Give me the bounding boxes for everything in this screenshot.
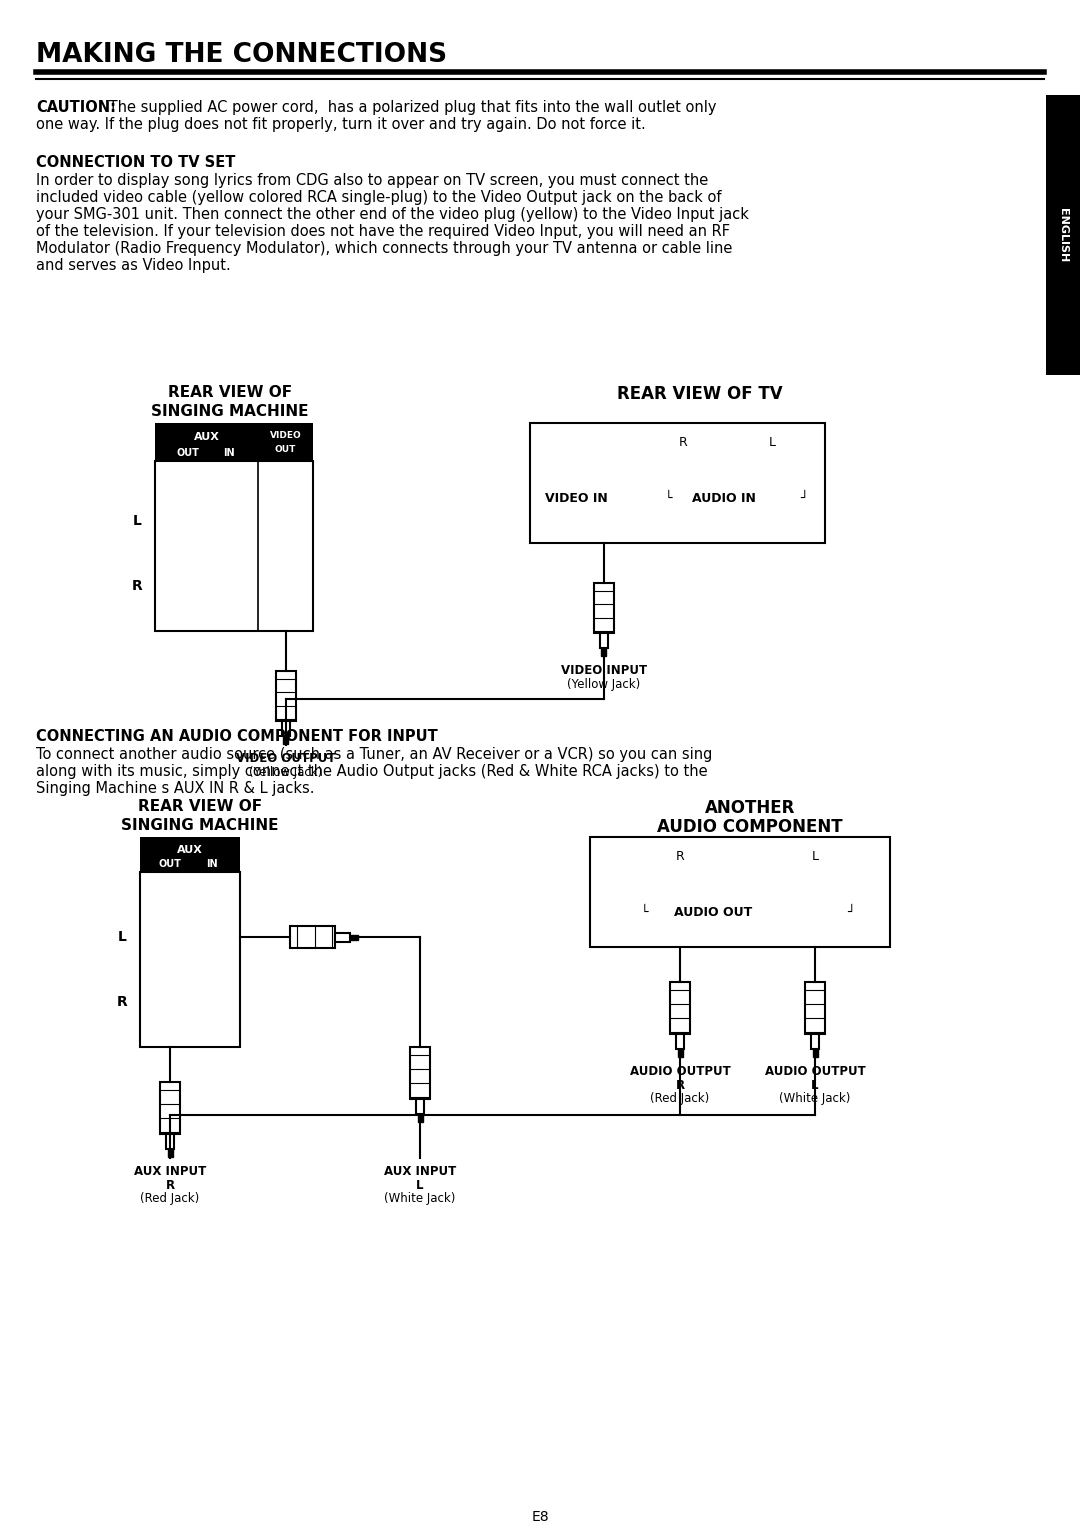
Bar [811,1034,819,1049]
Text: MAKING THE CONNECTIONS: MAKING THE CONNECTIONS [36,41,447,67]
Text: R: R [117,994,127,1010]
Bar [602,648,606,656]
Text: Modulator (Radio Frequency Modulator), which connects through your TV antenna or: Modulator (Radio Frequency Modulator), w… [36,241,732,256]
Text: E8: E8 [531,1511,549,1524]
Bar [594,584,613,633]
Text: R: R [679,437,688,449]
Text: AUDIO OUTPUT: AUDIO OUTPUT [765,1065,865,1079]
Bar [291,925,335,948]
Text: CONNECTION TO TV SET: CONNECTION TO TV SET [36,155,235,170]
Text: IN: IN [224,447,235,458]
Bar [812,1049,818,1057]
Bar [258,423,313,461]
Bar [283,735,288,745]
Text: OUT: OUT [274,446,296,455]
Text: VIDEO: VIDEO [270,432,301,441]
Text: L: L [118,930,126,944]
Bar [1047,95,1080,375]
Text: SINGING MACHINE: SINGING MACHINE [151,404,309,418]
Text: AUX: AUX [193,432,219,443]
Bar [805,982,825,1034]
Text: L: L [416,1180,423,1192]
Text: ANOTHER: ANOTHER [705,800,795,817]
Text: of the television. If your television does not have the required Video Input, yo: of the television. If your television do… [36,224,730,239]
Bar [416,1098,424,1114]
Text: Singing Machine s AUX IN R & L jacks.: Singing Machine s AUX IN R & L jacks. [36,781,314,797]
Text: ENGLISH: ENGLISH [1058,208,1068,262]
Bar [140,872,240,1046]
Text: ┘: ┘ [800,492,808,504]
Text: IN: IN [206,859,218,869]
Text: (Red Jack): (Red Jack) [650,1092,710,1105]
Bar [676,1034,684,1049]
Text: R: R [132,579,143,593]
Bar [670,982,690,1034]
Text: your SMG-301 unit. Then connect the other end of the video plug (yellow) to the : your SMG-301 unit. Then connect the othe… [36,207,748,222]
Text: AUDIO OUTPUT: AUDIO OUTPUT [630,1065,730,1079]
Text: └: └ [665,492,673,504]
Text: AUDIO IN: AUDIO IN [692,492,756,504]
Text: AUX INPUT: AUX INPUT [383,1164,456,1178]
Text: CAUTION:: CAUTION: [36,100,116,115]
Text: L: L [811,1079,819,1092]
Text: L: L [811,850,819,864]
Bar [156,423,258,461]
Bar [530,423,825,542]
Text: The supplied AC power cord,  has a polarized plug that fits into the wall outlet: The supplied AC power cord, has a polari… [104,100,716,115]
Text: R: R [165,1180,175,1192]
Text: (White Jack): (White Jack) [384,1192,456,1206]
Text: REAR VIEW OF: REAR VIEW OF [138,800,262,813]
Text: SINGING MACHINE: SINGING MACHINE [121,818,279,833]
Text: To connect another audio source (such as a Tuner, an AV Receiver or a VCR) so yo: To connect another audio source (such as… [36,748,713,761]
Bar [282,722,289,735]
Bar [677,1049,683,1057]
Text: R: R [676,850,685,864]
Bar [275,671,296,722]
Bar [599,633,608,648]
Text: L: L [768,437,775,449]
Text: (White Jack): (White Jack) [780,1092,851,1105]
Text: AUDIO COMPONENT: AUDIO COMPONENT [658,818,842,836]
Text: VIDEO IN: VIDEO IN [545,492,608,504]
Text: REAR VIEW OF TV: REAR VIEW OF TV [617,385,783,403]
Text: VIDEO INPUT: VIDEO INPUT [561,663,647,677]
Text: AUX INPUT: AUX INPUT [134,1164,206,1178]
Text: L: L [133,515,141,529]
Bar [410,1046,430,1098]
Bar [350,935,357,939]
Bar [335,933,350,942]
Text: CONNECTING AN AUDIO COMPONENT FOR INPUT: CONNECTING AN AUDIO COMPONENT FOR INPUT [36,729,437,745]
Text: OUT: OUT [176,447,200,458]
Bar [166,1134,174,1149]
Text: (Yellow Jack): (Yellow Jack) [567,679,640,691]
Text: one way. If the plug does not fit properly, turn it over and try again. Do not f: one way. If the plug does not fit proper… [36,116,646,132]
Text: OUT: OUT [159,859,181,869]
Bar [160,1082,180,1134]
Text: ┘: ┘ [847,905,854,919]
Bar [418,1114,422,1121]
Bar [167,1149,173,1157]
Text: In order to display song lyrics from CDG also to appear on TV screen, you must c: In order to display song lyrics from CDG… [36,173,708,188]
Bar [140,836,240,872]
Bar [590,836,890,947]
Text: AUX: AUX [177,846,203,855]
Text: VIDEO OUTPUT: VIDEO OUTPUT [235,752,335,764]
Text: and serves as Video Input.: and serves as Video Input. [36,257,231,273]
Text: along with its music, simply connect the Audio Output jacks (Red & White RCA jac: along with its music, simply connect the… [36,764,707,778]
Text: (Red Jack): (Red Jack) [140,1192,200,1206]
Text: REAR VIEW OF: REAR VIEW OF [167,385,292,400]
Text: └: └ [640,905,648,919]
Bar [156,461,313,631]
Text: R: R [675,1079,685,1092]
Text: AUDIO OUT: AUDIO OUT [674,905,753,919]
Text: (Yellow Jack): (Yellow Jack) [248,766,322,778]
Text: included video cable (yellow colored RCA single-plug) to the Video Output jack o: included video cable (yellow colored RCA… [36,190,721,205]
